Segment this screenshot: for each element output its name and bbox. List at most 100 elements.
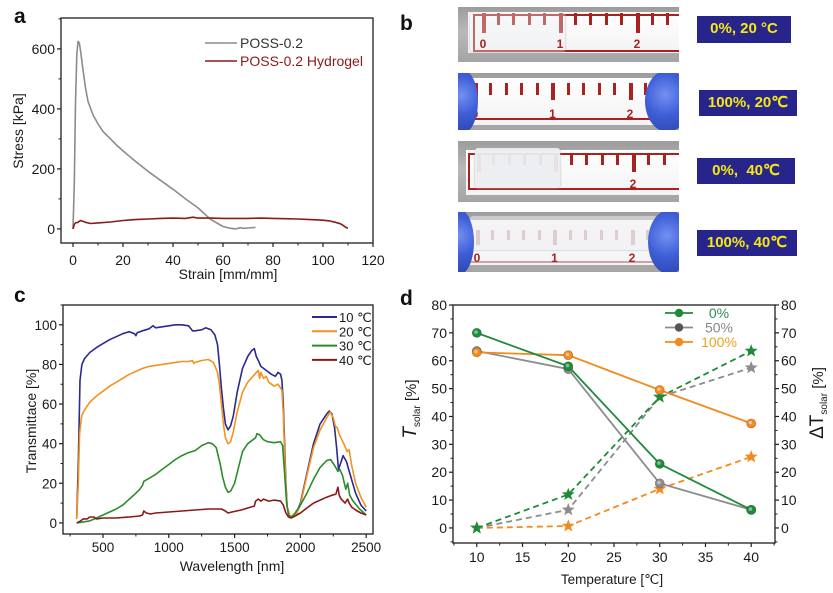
x-tick-label: 100 <box>311 252 335 268</box>
ruler-tick <box>558 13 563 33</box>
panel-label-c: c <box>14 284 26 307</box>
ruler-tick <box>604 13 608 25</box>
y2-tick-label: 30 <box>781 436 797 452</box>
data-point-circle <box>746 418 757 429</box>
x-tick-label: 500 <box>92 540 115 555</box>
data-point-circle <box>563 361 574 372</box>
sample-photo: 012 <box>458 73 679 130</box>
y2-axis-label-symbol: ΔT <box>807 414 828 439</box>
series-line-50-t-solar <box>476 366 752 529</box>
series-line-0-t-solar <box>476 332 752 511</box>
ruler-number: 2 <box>628 251 636 265</box>
data-point-circle <box>654 384 665 395</box>
x-tick-label: 60 <box>215 252 231 268</box>
x-tick-label: 25 <box>606 549 622 565</box>
x-tick-label: 20 <box>115 252 131 268</box>
x-tick-label: 15 <box>515 549 531 565</box>
legend-label: 40 ℃ <box>339 353 372 368</box>
x-tick-label: 1500 <box>220 540 250 555</box>
ruler-tick <box>582 83 585 95</box>
x-tick-label: 120 <box>361 252 385 268</box>
ruler-tick <box>573 13 577 25</box>
y-tick-label: 10 <box>431 492 447 508</box>
y2-axis-label: ΔTsolar [%] <box>807 367 830 439</box>
legend-label: 20 ℃ <box>339 324 372 339</box>
ruler-number: 2 <box>626 107 634 121</box>
ruler-tick <box>600 153 604 165</box>
ruler-tick <box>613 83 616 95</box>
series-line-100-t-solar <box>476 351 752 425</box>
y-tick-label: 50 <box>431 381 447 397</box>
series-line-poss-0-2 <box>72 40 256 230</box>
series-line-10 <box>75 324 367 519</box>
y2-axis-label-unit: [%] <box>810 367 827 393</box>
y-tick-label: 80 <box>431 297 447 313</box>
ruler-tick <box>551 83 555 100</box>
ruler-tick <box>489 83 492 95</box>
y-axis-label-subscript: solar <box>412 405 423 427</box>
ruler-tick <box>543 13 547 25</box>
data-point-star <box>561 519 575 532</box>
plot-frame <box>62 304 374 535</box>
ruler-number: 1 <box>549 107 556 121</box>
series-line-20 <box>75 358 367 519</box>
y-tick-label: 0 <box>439 520 447 536</box>
y-tick-label: 30 <box>431 436 447 452</box>
legend-label: 30 ℃ <box>339 339 372 354</box>
x-axis-label: Strain [mm/mm] <box>179 266 278 282</box>
ruler-number: 0 <box>479 37 487 51</box>
ruler-tick <box>569 153 573 165</box>
y-axis-label: Stress [kPa] <box>10 93 26 168</box>
x-tick-label: 80 <box>265 252 281 268</box>
chart-a-stress-strain: Strain [mm/mm] Stress [kPa] 0 20 40 60 80 100… <box>10 17 385 282</box>
y2-tick-label: 70 <box>781 325 797 341</box>
glove-right <box>648 212 679 272</box>
glove-left <box>458 212 474 272</box>
legend-label: POSS-0.2 <box>240 35 303 51</box>
ruler-tick <box>620 13 624 25</box>
y2-tick-label: 40 <box>781 408 797 424</box>
ruler-number: 2 <box>629 177 637 191</box>
y-tick-label: 0 <box>49 516 57 531</box>
ruler-tick <box>527 13 531 25</box>
y2-tick-label: 0 <box>781 520 789 536</box>
x-tick-label: 35 <box>698 549 714 565</box>
x-axis-label: Temperature [℃] <box>561 572 663 587</box>
y-tick-label: 200 <box>32 161 56 177</box>
condition-label-100pct-20c: 100%, 20℃ <box>699 90 797 116</box>
y-tick-label: 60 <box>431 353 447 369</box>
data-point-highlight <box>474 330 478 334</box>
data-point-star <box>744 344 758 357</box>
ruler-tick <box>635 13 640 33</box>
panel-label-b: b <box>400 12 413 35</box>
plot-frame <box>60 17 374 244</box>
y-axis-label: Tsolar [%] <box>400 379 423 438</box>
data-point-star <box>744 360 758 374</box>
data-point-circle <box>563 350 574 361</box>
y2-tick-label: 80 <box>781 297 797 313</box>
ruler-number: 2 <box>633 37 641 51</box>
y-tick-label: 400 <box>32 101 56 117</box>
data-point-highlight <box>565 352 570 357</box>
ruler-number: 1 <box>551 251 558 265</box>
legend-label: 100% <box>701 334 737 350</box>
data-point-star <box>653 390 667 403</box>
y-tick-label: 40 <box>42 437 57 452</box>
ruler-number: 1 <box>556 37 564 51</box>
glove-left <box>458 73 478 130</box>
y-tick-label: 80 <box>42 357 57 372</box>
series-line-poss-0-2-hydrogel <box>72 216 349 230</box>
data-point-highlight <box>748 507 753 511</box>
ruler-strip <box>468 12 679 53</box>
ruler-tick <box>481 13 486 33</box>
series-line-0-t-solar <box>476 350 752 529</box>
ruler-tick <box>585 153 588 165</box>
legend-label: 50% <box>705 320 733 336</box>
ruler-tick <box>662 153 666 165</box>
sample-photo: 2 <box>458 141 679 202</box>
legend-label: 0% <box>709 305 729 321</box>
data-point-highlight <box>657 480 661 485</box>
ruler-tick <box>650 13 654 25</box>
ruler-tick <box>512 13 516 25</box>
